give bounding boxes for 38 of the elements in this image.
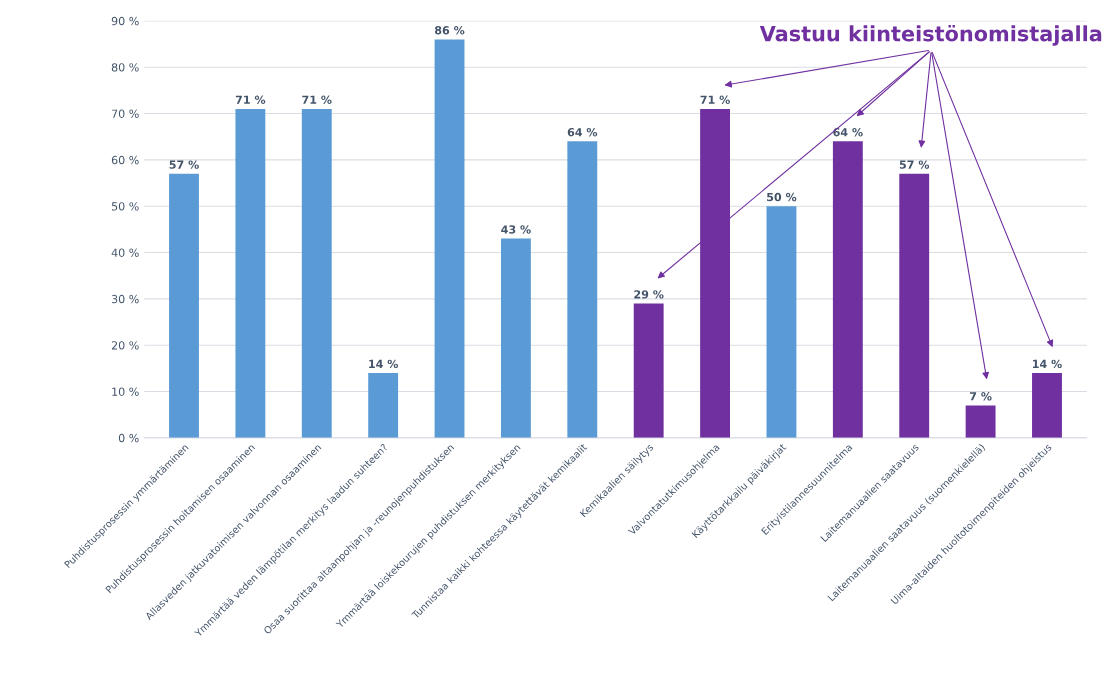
- data-label: 43 %: [501, 225, 531, 234]
- data-label: 14 %: [1033, 359, 1062, 369]
- data-label: 64 %: [567, 127, 598, 137]
- y-tick-label: 40 %: [111, 248, 139, 257]
- y-tick-label: 10 %: [112, 387, 139, 396]
- bar: [1032, 372, 1062, 438]
- data-label: 50 %: [767, 192, 797, 202]
- bar: [899, 173, 930, 438]
- bar: [169, 173, 199, 438]
- bar: [633, 303, 664, 438]
- data-label: 71 %: [302, 95, 332, 104]
- y-tick-label: 0 %: [118, 433, 139, 443]
- bar: [766, 206, 797, 438]
- bar: [301, 108, 332, 438]
- data-label: 86 %: [434, 26, 465, 35]
- data-label: 29 %: [634, 290, 664, 299]
- bar: [368, 372, 399, 438]
- bar: [965, 405, 996, 438]
- y-tick-label: 50 %: [111, 202, 139, 211]
- data-label: 57 %: [899, 160, 930, 169]
- data-label: 7 %: [969, 392, 992, 401]
- y-tick-label: 80 %: [111, 63, 139, 72]
- data-label: 71 %: [235, 95, 266, 104]
- y-tick-label: 30 %: [111, 294, 139, 304]
- bar: [832, 141, 863, 438]
- data-label: 14 %: [369, 359, 399, 369]
- y-tick-label: 20 %: [111, 341, 139, 350]
- bar: [235, 108, 266, 438]
- bar: [434, 39, 465, 438]
- data-label: 71 %: [700, 95, 730, 104]
- y-tick-label: 90 %: [111, 16, 139, 26]
- bar: [567, 141, 598, 438]
- y-tick-label: 60 %: [111, 155, 139, 165]
- data-label: 64 %: [833, 127, 863, 137]
- bar: [500, 238, 531, 438]
- data-label: 57 %: [169, 160, 199, 169]
- y-tick-label: 70 %: [111, 109, 139, 118]
- annotation: Vastuu kiinteistönomistajalla: [759, 25, 1102, 46]
